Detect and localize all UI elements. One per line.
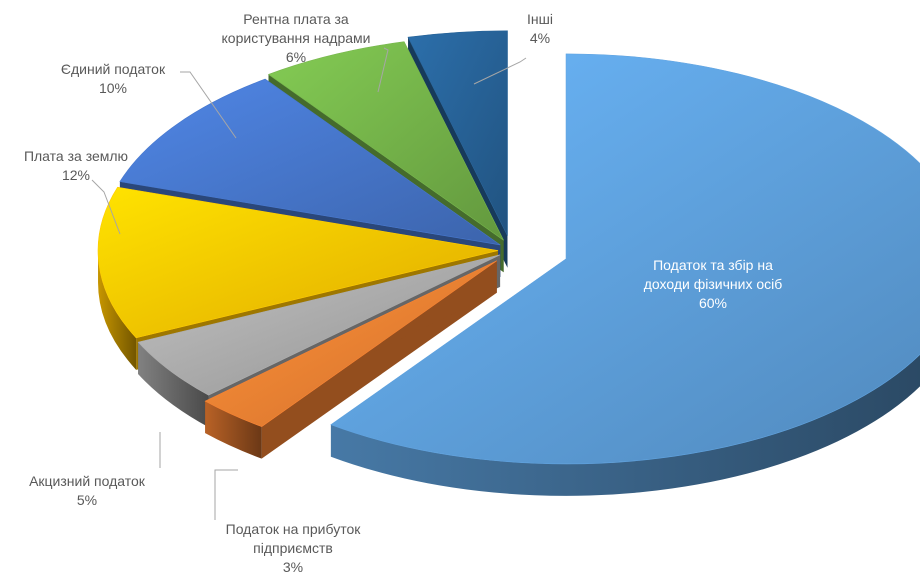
leader-line-rent (377, 47, 389, 93)
slice-income-top (330, 53, 920, 465)
slice-sides-layer (97, 30, 920, 496)
label-single-line1: Єдиний податок (60, 61, 166, 77)
label-excise-line1: Акцизний податок (29, 473, 145, 489)
slice-single-top (119, 78, 501, 246)
slice-excise-wall (138, 342, 209, 428)
label-excise-pct: 5% (76, 492, 98, 508)
slice-profit-wall (205, 401, 262, 459)
label-income-line2: доходи фізичних осіб (643, 276, 783, 292)
slice-land-top (97, 186, 499, 339)
label-single-pct: 10% (98, 80, 128, 96)
label-income-line1: Податок та збір на (653, 257, 773, 273)
leader-lines-layer (91, 47, 527, 520)
label-other-line1: Інші (527, 11, 553, 27)
label-profit: Податок на прибуток підприємств 3% (193, 520, 393, 577)
slice-other-top (407, 30, 508, 236)
label-rent-line2: користування надрами (221, 30, 371, 46)
slice-income (330, 53, 920, 496)
leader-line-other (473, 57, 527, 85)
slice-profit (204, 260, 497, 459)
slice-income-wall (330, 354, 920, 496)
leader-line-single (180, 71, 237, 139)
label-income: Податок та збір на доходи фізичних осіб … (618, 256, 808, 313)
label-rent-pct: 6% (285, 49, 307, 65)
label-profit-pct: 3% (282, 559, 304, 575)
slice-land-wall (98, 250, 137, 370)
slice-excise-top (137, 254, 501, 396)
label-other-pct: 4% (529, 30, 551, 46)
label-profit-line1: Податок на прибуток (225, 521, 361, 537)
leader-line-profit (214, 469, 238, 520)
label-income-pct: 60% (698, 295, 728, 311)
label-profit-line2: підприємств (253, 540, 333, 556)
label-land-line1: Плата за землю (23, 148, 129, 164)
label-single: Єдиний податок 10% (38, 60, 188, 98)
slice-profit-top (204, 260, 497, 427)
label-rent-line1: Рентна плата за (243, 11, 349, 27)
label-excise: Акцизний податок 5% (2, 472, 172, 510)
label-land: Плата за землю 12% (6, 147, 146, 185)
leader-line-land (91, 179, 121, 235)
slice-rent-top (267, 41, 504, 241)
label-land-pct: 12% (61, 167, 91, 183)
label-rent: Рентна плата за користування надрами 6% (198, 10, 394, 67)
label-other: Інші 4% (510, 10, 570, 48)
